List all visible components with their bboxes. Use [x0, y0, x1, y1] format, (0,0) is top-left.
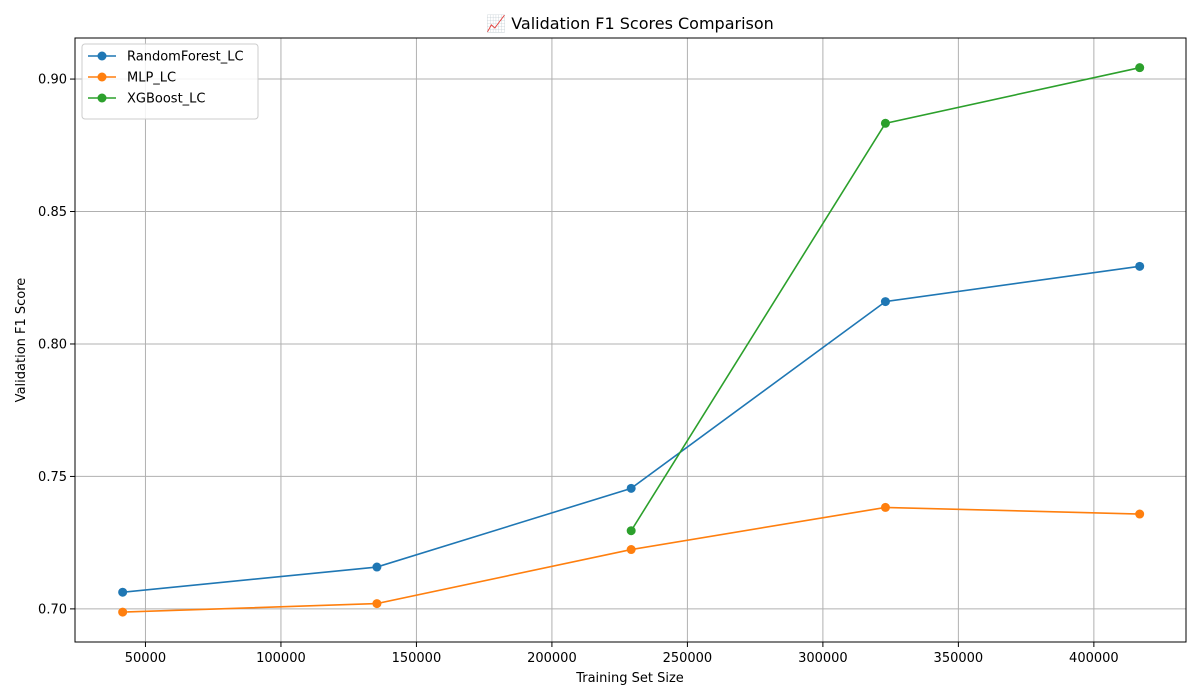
x-tick-label: 300000 [798, 651, 848, 666]
data-point [1135, 261, 1145, 271]
data-point [118, 587, 128, 597]
legend-swatch-marker [97, 51, 107, 61]
y-tick-label: 0.80 [38, 337, 67, 352]
legend-label: MLP_LC [127, 71, 176, 86]
x-axis-label: Training Set Size [575, 671, 684, 686]
legend-label: RandomForest_LC [127, 50, 244, 65]
series-layer [118, 63, 1145, 617]
series-line [122, 506, 1140, 613]
axis-ticks: 50000 100000 150000 200000 250000 300000 35000… [38, 73, 1119, 666]
data-point [372, 562, 382, 572]
data-point [880, 502, 890, 512]
data-point [880, 297, 890, 307]
x-tick-label: 350000 [934, 651, 984, 666]
legend-box [81, 43, 259, 120]
series-line [122, 265, 1140, 593]
data-point [626, 526, 636, 536]
plot-frame [74, 37, 1187, 643]
legend-item: XGBoost_LC [88, 92, 206, 107]
data-point [118, 607, 128, 617]
y-tick-label: 0.85 [38, 205, 67, 220]
data-point [1135, 509, 1145, 519]
x-tick-label: 400000 [1069, 651, 1119, 666]
x-tick-label: 250000 [663, 651, 713, 666]
y-tick-label: 0.70 [38, 602, 67, 617]
y-axis-label: Validation F1 Score [14, 278, 29, 403]
data-point [626, 483, 636, 493]
series-XGBoost_LC [626, 63, 1145, 536]
x-tick-label: 150000 [392, 651, 442, 666]
chart-title: 📈 Validation F1 Scores Comparison [486, 14, 774, 33]
legend-swatch-marker [97, 72, 107, 82]
series-RandomForest_LC [118, 261, 1145, 597]
x-tick-label: 200000 [527, 651, 577, 666]
grid-lines [75, 38, 1186, 642]
legend: RandomForest_LC MLP_LC XGBoost_LC [81, 43, 259, 120]
data-point [880, 118, 890, 128]
y-tick-label: 0.75 [38, 470, 67, 485]
x-tick-label: 50000 [125, 651, 166, 666]
series-MLP_LC [118, 502, 1145, 617]
x-tick-label: 100000 [256, 651, 306, 666]
legend-label: XGBoost_LC [127, 92, 206, 107]
legend-item: RandomForest_LC [88, 50, 244, 65]
legend-item: MLP_LC [88, 71, 176, 86]
data-point [1135, 63, 1145, 73]
data-point [626, 545, 636, 555]
y-tick-label: 0.90 [38, 73, 67, 88]
data-point [372, 599, 382, 609]
legend-swatch-marker [97, 93, 107, 103]
